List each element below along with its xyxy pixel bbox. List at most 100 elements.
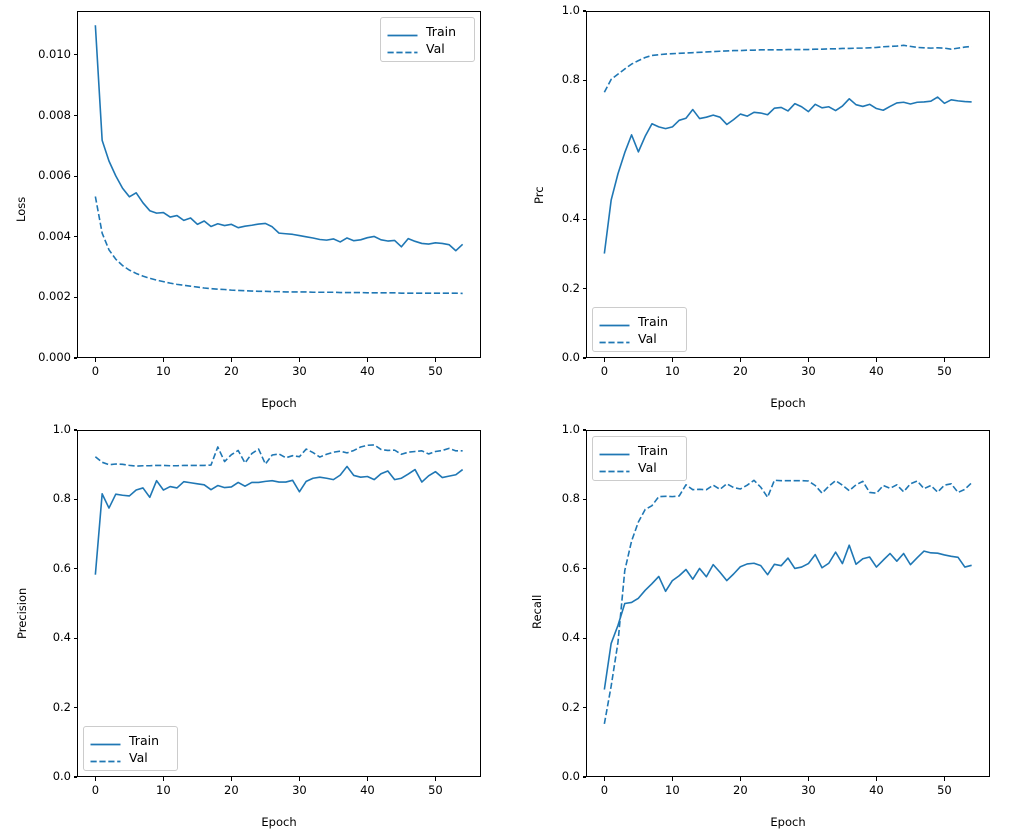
prc-y-tick-label: 0.0	[561, 350, 580, 364]
recall-x-tickmark	[603, 777, 605, 781]
loss-legend-item-val[interactable]: Val	[387, 40, 467, 57]
loss-x-axis-label: Epoch	[261, 396, 297, 410]
loss-x-tickmark	[298, 358, 300, 362]
recall-y-tickmark	[582, 637, 586, 639]
loss-y-tickmark	[73, 357, 77, 359]
precision-legend-label: Val	[129, 750, 148, 765]
dashed-line-swatch-icon	[90, 752, 121, 763]
precision-y-tickmark	[73, 429, 77, 431]
prc-legend[interactable]: Train Val	[592, 307, 687, 352]
prc-x-tick-label: 10	[665, 364, 680, 378]
loss-y-tick-label: 0.004	[38, 228, 71, 243]
precision-x-tickmark	[94, 777, 96, 781]
precision-series-canvas	[94, 444, 464, 575]
precision-x-tick-label: 20	[224, 783, 239, 797]
prc-x-tick-label: 0	[600, 364, 609, 378]
precision-legend[interactable]: Train Val	[83, 726, 178, 771]
loss-x-tick-label: 40	[360, 364, 375, 378]
prc-x-tick-label: 50	[937, 364, 952, 378]
prc-y-tickmark	[582, 357, 586, 359]
recall-y-tickmark	[582, 429, 586, 431]
loss-line-train	[94, 25, 464, 252]
prc-x-tickmark	[603, 358, 605, 362]
loss-y-tickmark	[73, 175, 77, 177]
loss-x-tickmark	[434, 358, 436, 362]
precision-x-tickmark	[230, 777, 232, 781]
recall-y-tick-label: 0.6	[561, 560, 580, 575]
prc-series-canvas	[603, 44, 972, 254]
solid-line-swatch-icon	[599, 316, 630, 327]
loss-y-tickmark	[73, 54, 77, 56]
prc-plot-area	[586, 11, 990, 358]
precision-plot-area	[77, 430, 481, 777]
solid-line-swatch-icon	[90, 735, 121, 746]
prc-legend-item-val[interactable]: Val	[599, 330, 679, 347]
precision-x-tick-label: 0	[91, 783, 100, 797]
prc-y-tickmark	[582, 79, 586, 81]
loss-y-tick-label: 0.008	[38, 107, 71, 122]
precision-legend-item-val[interactable]: Val	[90, 749, 170, 766]
loss-legend-item-train[interactable]: Train	[387, 23, 467, 40]
prc-x-tick-label: 40	[869, 364, 884, 378]
recall-x-tickmark	[807, 777, 809, 781]
prc-x-tickmark	[943, 358, 945, 362]
recall-x-tickmark	[671, 777, 673, 781]
recall-legend-label: Val	[638, 460, 657, 475]
prc-line-train	[603, 96, 972, 254]
recall-y-tickmark	[582, 776, 586, 778]
loss-legend-label: Val	[426, 41, 445, 56]
precision-x-tickmark	[162, 777, 164, 781]
loss-legend-label: Train	[426, 24, 456, 39]
loss-x-tick-label: 30	[292, 364, 307, 378]
loss-x-tickmark	[162, 358, 164, 362]
loss-y-tickmark	[73, 236, 77, 238]
precision-y-tick-label: 1.0	[52, 422, 71, 436]
loss-y-tick-label: 0.006	[38, 168, 71, 183]
prc-line-val	[603, 44, 972, 93]
dashed-line-swatch-icon	[599, 462, 630, 473]
loss-x-tick-label: 10	[156, 364, 171, 378]
precision-line-train	[94, 465, 464, 575]
prc-x-tickmark	[671, 358, 673, 362]
precision-legend-item-train[interactable]: Train	[90, 732, 170, 749]
precision-y-tick-label: 0.4	[52, 630, 71, 645]
precision-y-tick-label: 0.2	[52, 699, 71, 714]
loss-x-tick-label: 20	[224, 364, 239, 378]
recall-y-tickmark	[582, 707, 586, 709]
precision-y-tick-label: 0.0	[52, 769, 71, 783]
recall-y-tick-label: 0.4	[561, 630, 580, 645]
precision-x-tick-label: 30	[292, 783, 307, 797]
dashed-line-swatch-icon	[599, 333, 630, 344]
loss-legend[interactable]: Train Val	[380, 17, 475, 62]
recall-legend-item-val[interactable]: Val	[599, 459, 679, 476]
recall-y-tickmark	[582, 568, 586, 570]
panel-precision: Precision Epoch 0.0 0.2 0.4 0.6 0.8 1.0 0 10 20 3…	[0, 419, 509, 838]
precision-x-tickmark	[298, 777, 300, 781]
loss-x-tick-label: 0	[91, 364, 100, 378]
loss-y-tickmark	[73, 296, 77, 298]
recall-x-tick-label: 0	[600, 783, 609, 797]
solid-line-swatch-icon	[387, 26, 418, 37]
loss-y-tick-label: 0.000	[38, 350, 71, 364]
precision-x-axis-label: Epoch	[261, 815, 297, 829]
recall-series-canvas	[603, 479, 973, 725]
loss-x-tickmark	[94, 358, 96, 362]
recall-x-axis-label: Epoch	[770, 815, 806, 829]
precision-x-tick-label: 40	[360, 783, 375, 797]
recall-x-tick-label: 30	[801, 783, 816, 797]
recall-legend-item-train[interactable]: Train	[599, 442, 679, 459]
loss-y-tick-label: 0.010	[38, 46, 71, 61]
precision-x-tickmark	[366, 777, 368, 781]
prc-legend-item-train[interactable]: Train	[599, 313, 679, 330]
panel-recall: Recall Epoch 0.0 0.2 0.4 0.6 0.8 1.0 0 10 20 30 40…	[509, 419, 1018, 838]
panel-prc: Prc Epoch 0.0 0.2 0.4 0.6 0.8 1.0 0 10 20 30 40 50 T…	[509, 0, 1018, 419]
prc-legend-label: Train	[638, 314, 668, 329]
recall-legend[interactable]: Train Val	[592, 436, 687, 481]
recall-x-tickmark	[875, 777, 877, 781]
prc-y-tick-label: 1.0	[561, 3, 580, 17]
precision-y-tick-label: 0.8	[52, 491, 71, 506]
prc-y-tickmark	[582, 288, 586, 290]
recall-plot-area	[586, 430, 990, 777]
precision-y-tickmark	[73, 568, 77, 570]
prc-y-tick-label: 0.8	[561, 72, 580, 87]
